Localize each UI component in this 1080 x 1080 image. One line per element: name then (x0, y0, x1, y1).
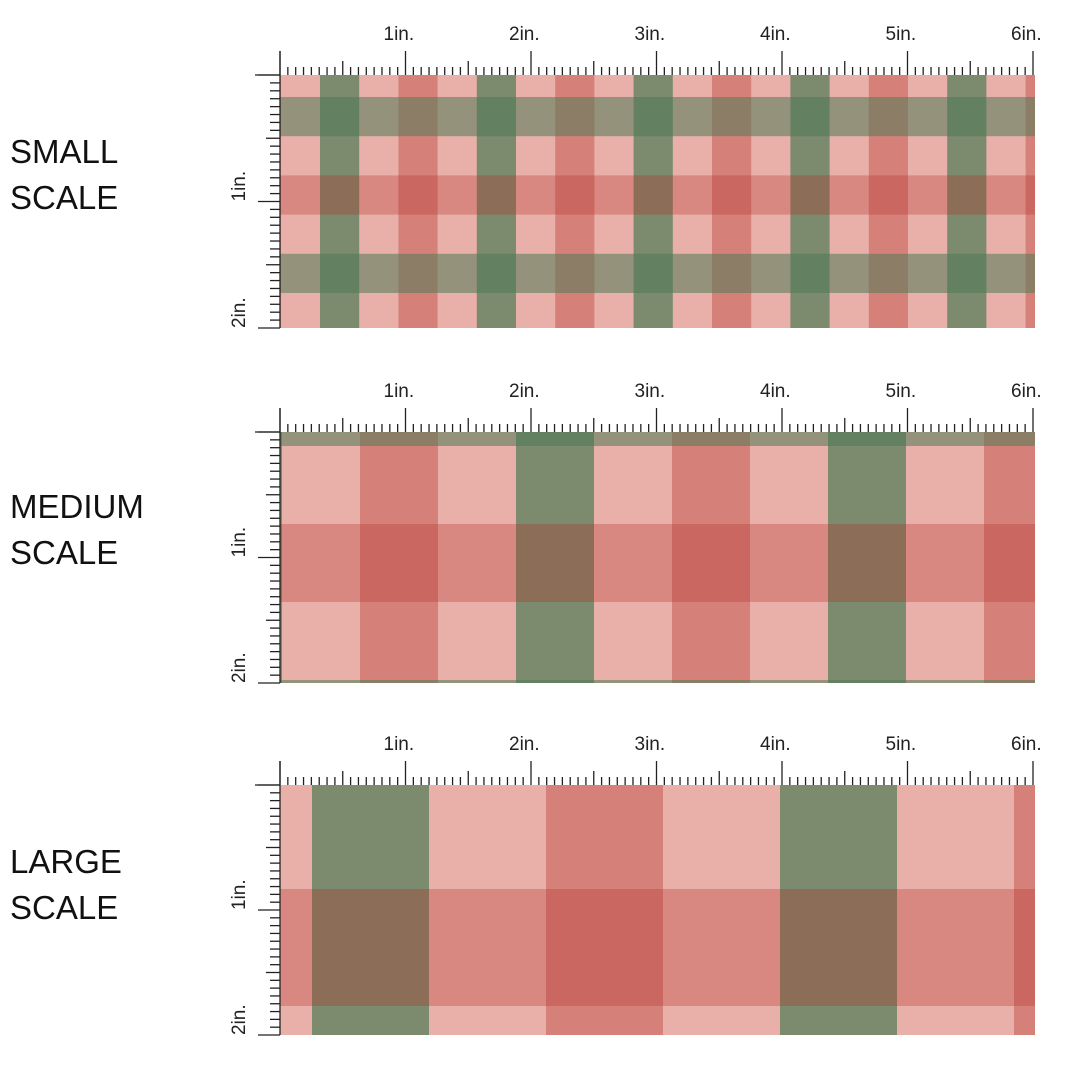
scale-label: SCALE (10, 889, 118, 926)
scale-label: SCALE (10, 534, 118, 571)
ruler-label: 1in. (229, 527, 250, 558)
horizontal-stripe (280, 97, 1035, 137)
ruler-label: 2in. (509, 24, 540, 45)
vertical-stripe (163, 75, 202, 328)
scale-label: MEDIUM (10, 488, 144, 525)
scale-label: SMALL (10, 133, 118, 170)
ruler-label: 1in. (229, 171, 250, 202)
ruler-label: 2in. (229, 652, 250, 683)
ruler-label: 5in. (886, 24, 917, 45)
ruler-label: 5in. (886, 381, 917, 402)
fabric-swatch (280, 432, 1035, 683)
ruler-label: 6in. (1011, 24, 1042, 45)
horizontal-stripe (280, 889, 1035, 1006)
ruler-label: 2in. (229, 297, 250, 328)
ruler-label: 2in. (229, 1004, 250, 1035)
horizontal-stripe (280, 253, 1035, 293)
ruler (255, 761, 1034, 1036)
ruler-label: 4in. (760, 24, 791, 45)
ruler-label: 2in. (509, 381, 540, 402)
horizontal-stripe (280, 432, 1035, 446)
vertical-stripe (672, 432, 750, 683)
vertical-stripe (828, 432, 906, 683)
vertical-stripe (984, 432, 1035, 683)
vertical-stripe (360, 432, 438, 683)
fabric-base (280, 432, 1035, 683)
ruler (255, 408, 1034, 684)
ruler-label: 1in. (384, 381, 415, 402)
ruler-label: 3in. (635, 381, 666, 402)
scale-label: LARGE (10, 843, 122, 880)
scale-label: SCALE (10, 179, 118, 216)
horizontal-stripe (280, 175, 1035, 215)
ruler-label: 1in. (384, 734, 415, 755)
ruler-label: 2in. (509, 734, 540, 755)
ruler-label: 1in. (229, 879, 250, 910)
vertical-stripe (1014, 785, 1035, 1035)
vertical-stripe (1025, 75, 1035, 328)
horizontal-stripe (280, 680, 1035, 683)
ruler-label: 6in. (1011, 734, 1042, 755)
horizontal-stripe (280, 524, 1035, 602)
ruler-label: 6in. (1011, 381, 1042, 402)
ruler-label: 1in. (384, 24, 415, 45)
ruler-label: 3in. (635, 734, 666, 755)
ruler-label: 4in. (760, 381, 791, 402)
vertical-stripe (780, 785, 897, 1035)
vertical-stripe (280, 432, 282, 683)
fabric-swatch (163, 75, 1035, 328)
ruler-label: 5in. (886, 734, 917, 755)
ruler-label: 4in. (760, 734, 791, 755)
vertical-stripe (516, 432, 594, 683)
ruler (255, 51, 1034, 329)
ruler-label: 3in. (635, 24, 666, 45)
vertical-stripe (312, 785, 429, 1035)
vertical-stripe (546, 785, 663, 1035)
fabric-swatch (280, 785, 1035, 1035)
